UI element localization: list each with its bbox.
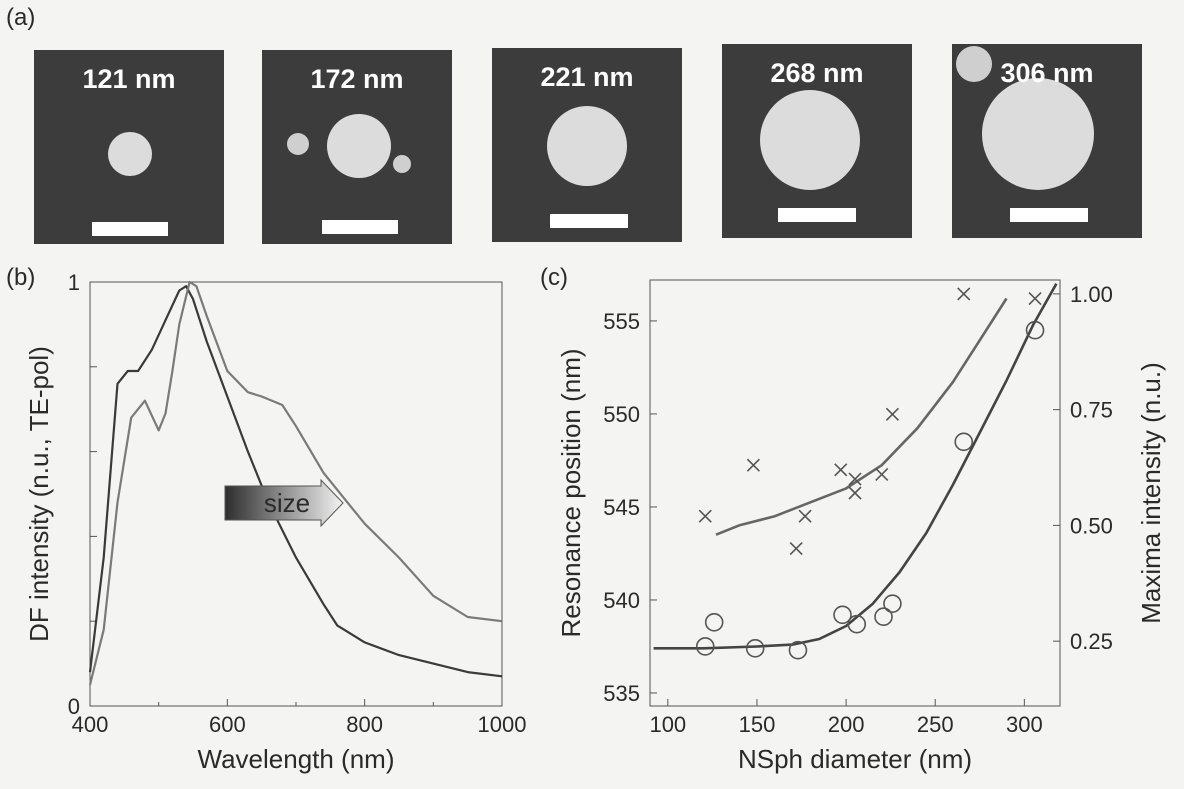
nanosphere	[393, 155, 411, 173]
x-tick-label: 300	[1006, 712, 1043, 737]
scale-bar	[550, 214, 628, 228]
intensity-point	[798, 509, 812, 523]
y-tick-label: 535	[603, 681, 640, 706]
x-tick-label: 800	[346, 712, 383, 737]
intensity-point	[1028, 291, 1042, 306]
intensity-point	[834, 463, 848, 477]
sem-size-label: 221 nm	[540, 62, 634, 92]
scale-bar	[778, 208, 856, 222]
sem-image-268: 268 nm	[722, 44, 912, 238]
y-tick-label: 550	[603, 402, 640, 427]
panel-a-label: (a)	[6, 4, 36, 31]
resonance-point	[695, 637, 715, 656]
sem-micrograph	[92, 132, 168, 236]
y-tick-label: 1	[68, 270, 80, 295]
sem-image-221: 221 nm	[492, 48, 682, 242]
nanosphere	[547, 106, 627, 186]
chart-resonance-vs-diameter: 100 150 200 250 300 535 540 545 550 555 0.25 0.50 0.…	[556, 279, 1166, 774]
sem-image-306: 306 nm	[952, 44, 1142, 238]
resonance-point	[704, 612, 724, 632]
nanosphere	[760, 90, 860, 190]
sem-size-label: 268 nm	[770, 58, 864, 88]
nanosphere	[287, 133, 309, 155]
intensity-point	[848, 472, 862, 486]
sem-image-row: 121 nm 172 nm 221 nm 268 nm 306 nm	[34, 44, 1184, 244]
y-tick-label: 545	[603, 495, 640, 520]
resonance-point	[1025, 320, 1045, 340]
nanosphere	[108, 132, 152, 176]
intensity-point	[885, 407, 900, 421]
x-tick-label: 150	[739, 712, 776, 737]
y2-axis-label: Maxima intensity (n.u.)	[1136, 362, 1166, 624]
y2-tick-label: 0.50	[1070, 513, 1113, 538]
sem-micrograph	[956, 46, 1094, 222]
y2-tick-label: 1.00	[1070, 282, 1113, 307]
intensity-fit-line	[715, 297, 1008, 536]
y-tick-label: 540	[603, 588, 640, 613]
sem-size-label: 306 nm	[1000, 58, 1094, 88]
y-tick-label: 0	[68, 694, 80, 719]
x-tick-label: 400	[72, 712, 109, 737]
x-axis-label: Wavelength (nm)	[198, 744, 395, 774]
sem-micrograph	[287, 114, 411, 234]
x-tick-label: 600	[209, 712, 246, 737]
scale-bar	[92, 222, 168, 236]
size-arrow	[224, 478, 344, 528]
intensity-point	[848, 486, 862, 500]
plot-frame	[649, 279, 1061, 707]
chart-df-spectra: 400 600 800 1000 0 1 Wavelength (nm) DF intensi…	[24, 270, 526, 774]
resonance-point	[874, 607, 893, 627]
nanosphere	[982, 78, 1094, 190]
scale-bar	[1010, 208, 1088, 222]
resonance-point	[833, 605, 852, 625]
spectrum-line-2	[88, 280, 503, 686]
intensity-point	[957, 287, 971, 301]
y2-tick-label: 0.25	[1070, 629, 1113, 654]
y2-tick-label: 0.75	[1070, 398, 1113, 423]
resonance-point	[788, 640, 808, 660]
scale-bar	[322, 220, 398, 234]
size-arrow-label: size	[264, 488, 310, 518]
intensity-point	[698, 509, 712, 523]
x-axis-label: NSph diameter (nm)	[738, 744, 972, 774]
y-axis-label: Resonance position (nm)	[556, 348, 586, 637]
resonance-point	[954, 432, 974, 452]
spectrum-line-1	[88, 285, 503, 678]
sem-image-121: 121 nm	[34, 50, 224, 244]
nanosphere	[327, 114, 391, 178]
sem-size-label: 121 nm	[82, 64, 176, 94]
panel-b-label: (b)	[6, 264, 36, 291]
nanosphere	[956, 46, 992, 82]
resonance-point	[847, 614, 867, 634]
y-axis-label: DF intensity (n.u., TE-pol)	[24, 346, 54, 642]
sem-image-172: 172 nm	[262, 50, 452, 244]
sem-micrograph	[760, 90, 860, 222]
resonance-point	[883, 594, 902, 613]
x-tick-label: 200	[828, 712, 865, 737]
y-tick-label: 555	[603, 309, 640, 334]
resonance-point	[745, 639, 765, 658]
sem-size-label: 172 nm	[310, 64, 404, 94]
intensity-point	[746, 458, 760, 472]
intensity-point	[875, 467, 889, 482]
x-tick-label: 100	[649, 712, 686, 737]
sem-micrograph	[547, 106, 628, 228]
intensity-point	[789, 541, 803, 556]
panel-c-label: (c)	[540, 264, 568, 291]
x-tick-label: 1000	[478, 712, 527, 737]
resonance-fit-line	[653, 283, 1058, 650]
x-tick-label: 250	[917, 712, 954, 737]
